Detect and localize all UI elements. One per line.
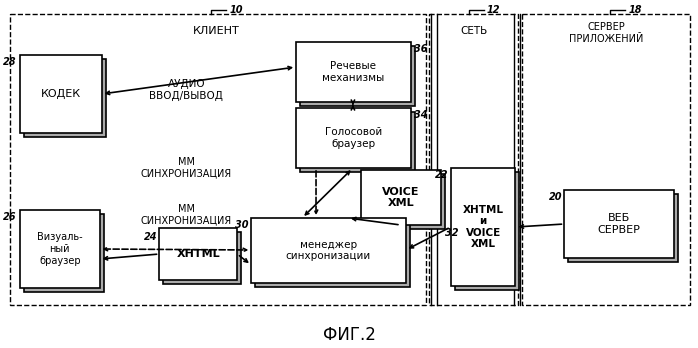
Text: АУДИО
ВВОД/ВЫВОД: АУДИО ВВОД/ВЫВОД: [149, 79, 223, 101]
Text: МM
СИНХРОНИЗАЦИЯ: МM СИНХРОНИЗАЦИЯ: [141, 157, 232, 179]
Bar: [251, 218, 406, 283]
Text: КЛИЕНТ: КЛИЕНТ: [193, 26, 239, 36]
Text: ФИГ.2: ФИГ.2: [323, 326, 376, 344]
Text: 24: 24: [144, 232, 158, 242]
Bar: [159, 228, 237, 280]
Text: XHTML: XHTML: [177, 249, 220, 259]
Bar: [429, 14, 519, 305]
Bar: [568, 194, 678, 262]
Text: СЕРВЕР
ПРИЛОЖЕНИЙ: СЕРВЕР ПРИЛОЖЕНИЙ: [569, 22, 644, 44]
Bar: [365, 174, 445, 229]
Text: VOICE
XML: VOICE XML: [382, 187, 419, 208]
Bar: [20, 55, 102, 133]
Bar: [255, 222, 410, 287]
Text: менеджер
синхронизации: менеджер синхронизации: [286, 240, 371, 261]
Text: Визуаль-
ный
браузер: Визуаль- ный браузер: [37, 232, 82, 266]
Text: 34: 34: [414, 110, 427, 120]
Text: 12: 12: [487, 5, 500, 15]
Bar: [454, 172, 519, 290]
Text: 22: 22: [435, 170, 449, 180]
Text: 10: 10: [229, 5, 243, 15]
Text: ВЕБ
СЕРВЕР: ВЕБ СЕРВЕР: [597, 213, 641, 235]
Bar: [20, 210, 100, 288]
Text: Речевые
механизмы: Речевые механизмы: [322, 61, 385, 83]
Bar: [300, 112, 415, 172]
Bar: [296, 42, 411, 102]
Bar: [451, 168, 516, 286]
Text: СЕТЬ: СЕТЬ: [460, 26, 487, 36]
Text: 18: 18: [628, 5, 641, 15]
Text: 28: 28: [3, 57, 17, 67]
Text: 30: 30: [235, 220, 248, 230]
Bar: [10, 14, 426, 305]
Bar: [163, 232, 242, 284]
Text: 20: 20: [549, 192, 563, 202]
Bar: [24, 59, 105, 137]
Bar: [296, 108, 411, 168]
Bar: [361, 170, 440, 225]
Text: 32: 32: [445, 228, 458, 238]
Bar: [24, 214, 103, 292]
Text: КОДЕК: КОДЕК: [40, 89, 81, 99]
Bar: [300, 46, 415, 106]
Bar: [565, 190, 674, 258]
Text: 36: 36: [414, 44, 427, 54]
Bar: [523, 14, 690, 305]
Text: МM
СИНХРОНИЗАЦИЯ: МM СИНХРОНИЗАЦИЯ: [141, 204, 232, 226]
Text: Голосовой
браузер: Голосовой браузер: [325, 127, 382, 149]
Text: XHTML
и
VOICE
XML: XHTML и VOICE XML: [463, 205, 503, 250]
Text: 26: 26: [3, 212, 17, 222]
